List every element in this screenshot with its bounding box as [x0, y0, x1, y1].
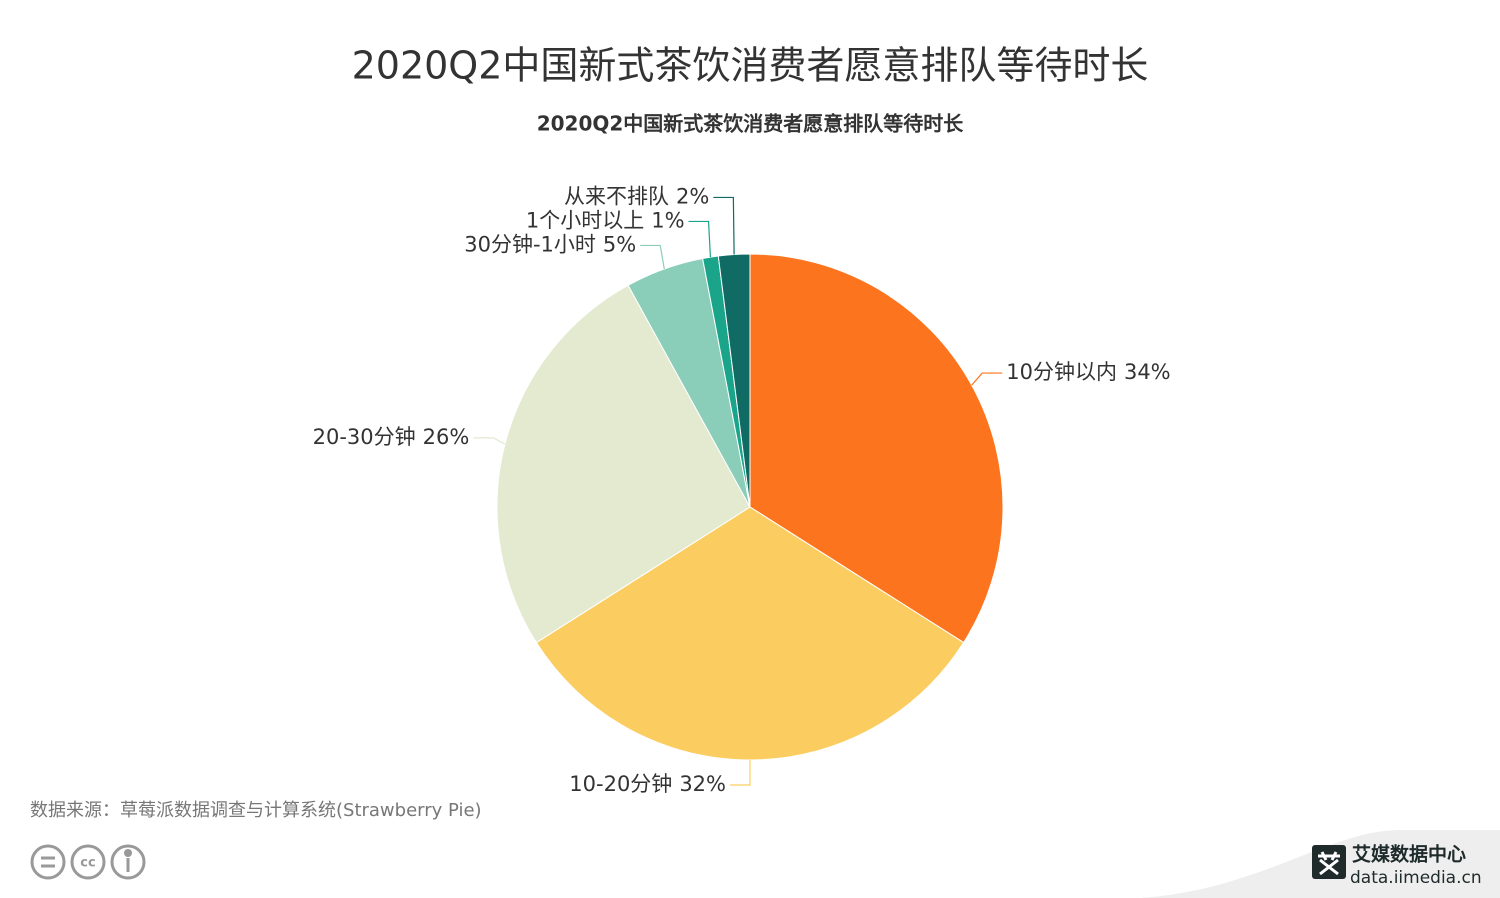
pie-slice	[749, 253, 1004, 644]
logo-url: data.iimedia.cn	[1350, 868, 1482, 888]
slice-label-name: 20-30分钟	[313, 425, 416, 449]
slice-label-value: 26%	[423, 425, 470, 449]
slice-label-value: 1%	[651, 208, 684, 232]
leader-line	[730, 760, 751, 786]
slice-label-value: 5%	[603, 232, 636, 256]
slice-label-name: 10-20分钟	[569, 772, 672, 796]
logo-name: 艾媒数据中心	[1352, 843, 1466, 866]
slice-label-name: 1个小时以上	[526, 208, 644, 232]
logo-icon	[1312, 845, 1346, 879]
slice-label-name: 从来不排队	[564, 184, 669, 208]
leader-line	[473, 437, 506, 445]
slice-label: 30分钟-1小时 5%	[464, 232, 636, 256]
chart-title: 2020Q2中国新式茶饮消费者愿意排队等待时长	[352, 44, 1149, 88]
chart-subtitle: 2020Q2中国新式茶饮消费者愿意排队等待时长	[537, 112, 965, 136]
leader-line	[640, 244, 665, 270]
slice-label-name: 30分钟-1小时	[464, 232, 596, 256]
slice-label: 10分钟以内 34%	[1006, 360, 1170, 384]
slice-label: 1个小时以上 1%	[526, 208, 685, 232]
source-note: 数据来源：草莓派数据调查与计算系统(Strawberry Pie)	[30, 800, 482, 821]
logo-glyph	[1318, 851, 1340, 876]
slice-label: 10-20分钟 32%	[569, 772, 726, 796]
slice-label-value: 2%	[676, 184, 709, 208]
pie-slice	[717, 253, 751, 508]
slice-label-value: 32%	[679, 772, 726, 796]
leader-line	[688, 220, 712, 258]
pie-slice	[535, 506, 965, 761]
slice-label-value: 34%	[1124, 360, 1171, 384]
leader-line	[713, 196, 735, 255]
slice-label: 20-30分钟 26%	[313, 425, 470, 449]
svg-text:cc: cc	[80, 856, 95, 871]
license-icons: cc	[30, 844, 146, 880]
slice-label-name: 10分钟以内	[1006, 360, 1117, 384]
slice-label: 从来不排队 2%	[564, 184, 709, 208]
leader-line	[971, 372, 1003, 386]
